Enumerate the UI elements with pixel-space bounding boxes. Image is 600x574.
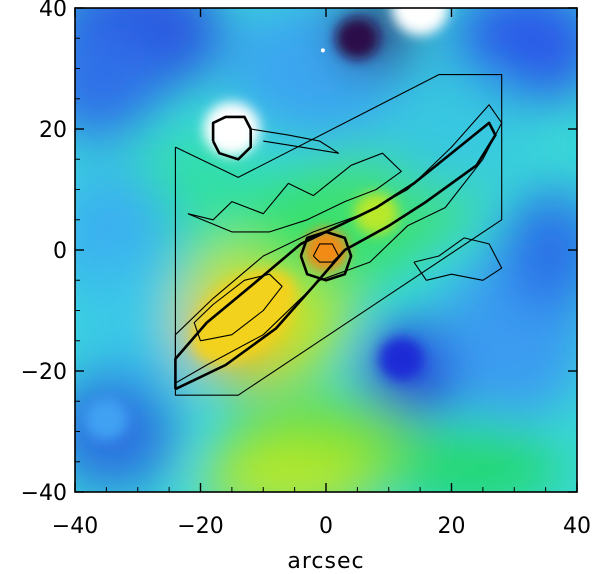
x-tick-label: −40 xyxy=(52,514,98,539)
x-tick-label: 0 xyxy=(319,514,333,539)
y-tick-label: −40 xyxy=(21,481,67,506)
heatmap-feature-7 xyxy=(379,337,424,381)
contour-2 xyxy=(174,121,497,391)
heatmap-blob-19 xyxy=(376,68,527,190)
markers xyxy=(320,48,325,53)
y-tick-label: 40 xyxy=(39,0,67,22)
heatmap-blob-4 xyxy=(75,20,163,142)
heatmap-feature-8 xyxy=(84,398,129,441)
heatmap-blob-17 xyxy=(388,431,565,492)
contour-0 xyxy=(174,74,503,396)
contour-3 xyxy=(193,273,283,342)
contour-7 xyxy=(250,128,340,154)
heatmap-core-1 xyxy=(215,113,249,145)
marker-0 xyxy=(320,48,325,53)
y-tick-label: 0 xyxy=(53,239,67,264)
heatmap-feature-3 xyxy=(191,269,297,364)
contour-lines xyxy=(174,74,503,396)
heatmap-blob-14 xyxy=(501,189,577,311)
contour-9 xyxy=(413,237,503,281)
x-tick-label: 40 xyxy=(563,514,591,539)
x-tick-label: −20 xyxy=(177,514,223,539)
heatmap-feature-4 xyxy=(354,192,399,235)
heatmap-blob-18 xyxy=(200,443,377,492)
heatmap-core-6 xyxy=(403,8,437,24)
heatmap-feature-5 xyxy=(335,17,380,60)
x-axis-title: arcsec xyxy=(287,549,364,574)
y-tick-label: −20 xyxy=(21,360,67,385)
contour-8 xyxy=(187,152,402,233)
heatmap-field xyxy=(75,8,577,492)
heatmap-blob-7 xyxy=(75,262,201,408)
y-tick-label: 20 xyxy=(39,118,67,143)
heatmap-peaks xyxy=(84,8,449,441)
y-axis: −40 −20 0 20 40 xyxy=(21,0,577,506)
x-tick-label: 20 xyxy=(438,514,466,539)
heatmap-feature-2 xyxy=(304,228,348,272)
contour-5 xyxy=(312,243,340,263)
x-axis: −40 −20 0 20 40 xyxy=(52,8,591,539)
contour-4 xyxy=(299,230,353,282)
